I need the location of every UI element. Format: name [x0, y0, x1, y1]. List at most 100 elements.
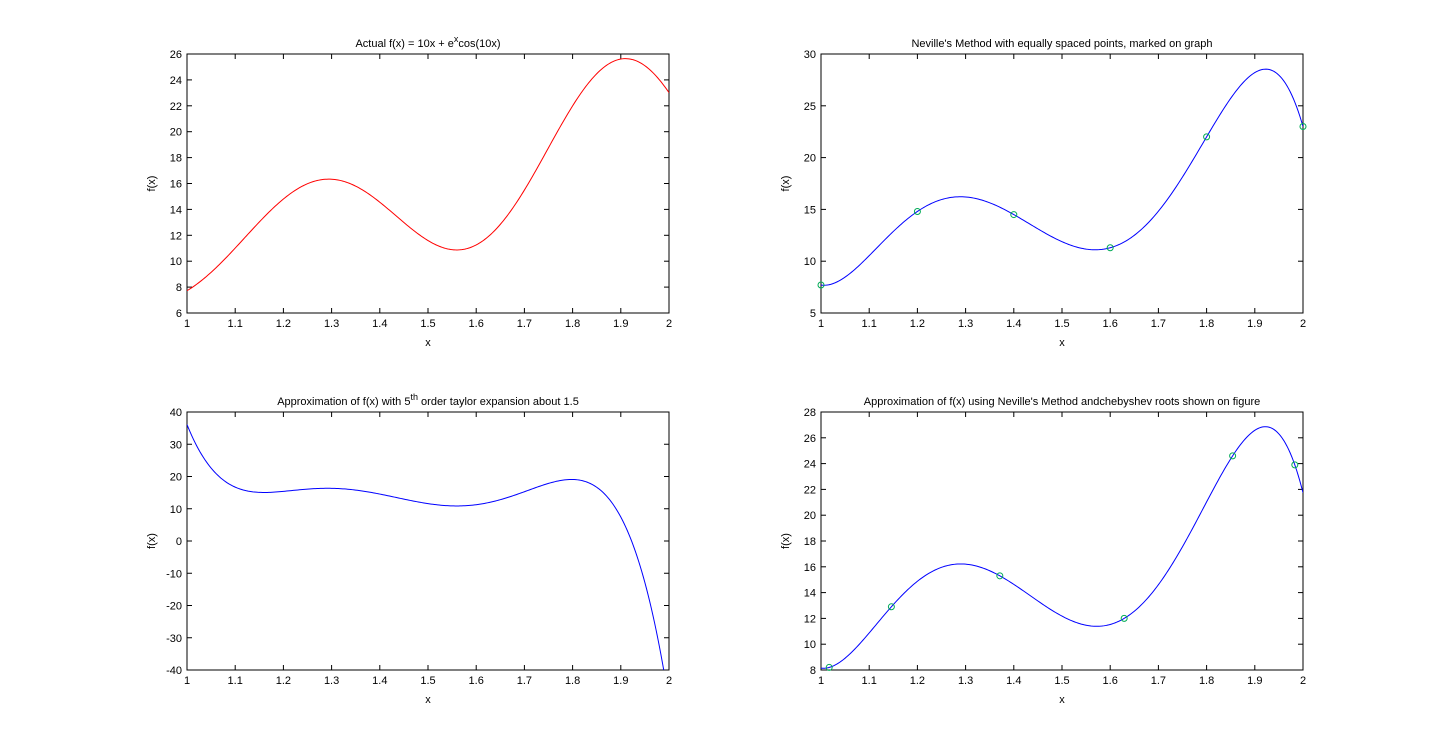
- y-tick-label: 26: [804, 433, 816, 445]
- y-tick-label: 20: [170, 127, 182, 139]
- x-tick-label: 1.1: [228, 318, 243, 330]
- y-tick-label: 20: [170, 472, 182, 484]
- y-tick-label: 22: [804, 484, 816, 496]
- x-tick-label: 1.6: [1103, 675, 1118, 687]
- data-point-marker: [1229, 452, 1237, 460]
- y-tick-label: 28: [804, 407, 816, 419]
- x-tick-label: 1.6: [469, 675, 484, 687]
- y-tick-label: 14: [170, 204, 182, 216]
- x-tick-label: 2: [666, 318, 672, 330]
- x-tick-label: 1.5: [1054, 318, 1069, 330]
- x-tick-label: 1.3: [324, 675, 339, 687]
- y-tick-label: 14: [804, 588, 816, 600]
- data-point-marker: [913, 207, 921, 215]
- x-tick-label: 2: [666, 675, 672, 687]
- y-tick-label: 26: [170, 49, 182, 61]
- x-axis-label: x: [425, 694, 431, 706]
- y-tick-label: 24: [804, 459, 816, 471]
- axes-box: [820, 53, 1304, 314]
- y-tick-label: 10: [804, 256, 816, 268]
- x-tick-label: 1.7: [1151, 675, 1166, 687]
- x-tick-label: 1.6: [1103, 318, 1118, 330]
- x-tick-label: 1.8: [1199, 318, 1214, 330]
- y-tick-label: 22: [170, 101, 182, 113]
- x-tick-label: 1: [184, 675, 190, 687]
- data-point-marker: [1203, 133, 1211, 141]
- data-point-marker: [1120, 614, 1128, 622]
- series-line: [187, 58, 669, 292]
- y-axis-label: f(x): [146, 176, 158, 192]
- x-tick-label: 1.7: [517, 318, 532, 330]
- y-tick-label: 12: [170, 230, 182, 242]
- x-tick-label: 1.4: [1006, 318, 1021, 330]
- y-tick-label: 30: [170, 439, 182, 451]
- y-tick-label: 5: [810, 308, 816, 320]
- subplot-title: Neville's Method with equally spaced poi…: [911, 38, 1212, 50]
- data-point-marker: [1010, 211, 1018, 219]
- x-tick-label: 1.3: [958, 318, 973, 330]
- x-tick-label: 1.1: [862, 318, 877, 330]
- y-tick-label: 0: [176, 536, 182, 548]
- y-tick-label: 6: [176, 308, 182, 320]
- y-tick-label: 10: [170, 256, 182, 268]
- x-tick-label: 1.5: [420, 318, 435, 330]
- y-tick-label: 40: [170, 407, 182, 419]
- y-tick-label: 30: [804, 49, 816, 61]
- x-tick-label: 1: [184, 318, 190, 330]
- subplot-1: 1 1.1 1.2 1.3 1.4 1.5 1.6 1.7 1.8 1.9 268101214161…: [146, 34, 672, 349]
- x-tick-label: 1.3: [324, 318, 339, 330]
- x-tick-label: 1.8: [1199, 675, 1214, 687]
- x-tick-label: 1.5: [420, 675, 435, 687]
- data-point-marker: [887, 603, 895, 611]
- x-tick-label: 1.4: [372, 318, 387, 330]
- x-tick-label: 1: [818, 675, 824, 687]
- subplot-2: 1 1.1 1.2 1.3 1.4 1.5 1.6 1.7 1.8 1.9 251015202530…: [780, 38, 1307, 349]
- x-axis-label: x: [1059, 694, 1065, 706]
- subplot-3: 1 1.1 1.2 1.3 1.4 1.5 1.6 1.7 1.8 1.9 2 -40 -30 -20 -1…: [146, 392, 672, 706]
- subplot-title: Approximation of f(x) with 5th order tay…: [277, 392, 579, 408]
- x-tick-label: 1.8: [565, 318, 580, 330]
- data-point-marker: [817, 281, 825, 289]
- subplot-title: Actual f(x) = 10x + excos(10x): [355, 34, 500, 50]
- y-axis-label: f(x): [780, 533, 792, 549]
- x-tick-label: 1.2: [910, 675, 925, 687]
- x-tick-label: 1.9: [1247, 318, 1262, 330]
- x-axis-label: x: [425, 337, 431, 349]
- axes-box: [820, 411, 1304, 671]
- x-tick-label: 1.2: [910, 318, 925, 330]
- y-tick-label: 8: [176, 282, 182, 294]
- axes-box: [186, 53, 670, 314]
- y-tick-label: -30: [166, 633, 182, 645]
- x-tick-label: 1.2: [276, 675, 291, 687]
- x-tick-label: 1.4: [1006, 675, 1021, 687]
- x-tick-label: 1.6: [469, 318, 484, 330]
- y-tick-label: 10: [170, 504, 182, 516]
- y-tick-label: 20: [804, 510, 816, 522]
- y-tick-label: 24: [170, 75, 182, 87]
- x-axis-label: x: [1059, 337, 1065, 349]
- x-tick-label: 1: [818, 318, 824, 330]
- series-line: [821, 68, 1303, 286]
- y-tick-label: -20: [166, 601, 182, 613]
- x-tick-label: 1.1: [862, 675, 877, 687]
- x-tick-label: 1.4: [372, 675, 387, 687]
- axes-box: [186, 411, 670, 671]
- y-tick-label: -10: [166, 568, 182, 580]
- x-tick-label: 1.5: [1054, 675, 1069, 687]
- x-tick-label: 1.7: [517, 675, 532, 687]
- subplot-4: 1 1.1 1.2 1.3 1.4 1.5 1.6 1.7 1.8 1.9 281012141618…: [780, 396, 1306, 706]
- y-tick-label: 15: [804, 204, 816, 216]
- x-tick-label: 1.9: [613, 318, 628, 330]
- y-tick-label: 18: [804, 536, 816, 548]
- y-tick-label: 10: [804, 639, 816, 651]
- y-tick-label: 20: [804, 153, 816, 165]
- y-tick-label: 16: [170, 179, 182, 191]
- y-tick-label: 18: [170, 153, 182, 165]
- data-point-marker: [1106, 244, 1114, 252]
- subplot-title: Approximation of f(x) using Neville's Me…: [864, 396, 1260, 408]
- x-tick-label: 1.3: [958, 675, 973, 687]
- series-line: [821, 426, 1303, 669]
- y-tick-label: 8: [810, 665, 816, 677]
- x-tick-label: 1.9: [613, 675, 628, 687]
